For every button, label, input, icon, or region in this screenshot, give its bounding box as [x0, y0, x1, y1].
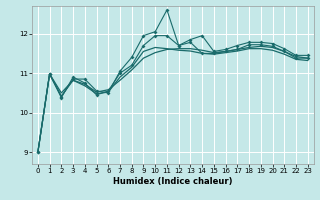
X-axis label: Humidex (Indice chaleur): Humidex (Indice chaleur) [113, 177, 233, 186]
